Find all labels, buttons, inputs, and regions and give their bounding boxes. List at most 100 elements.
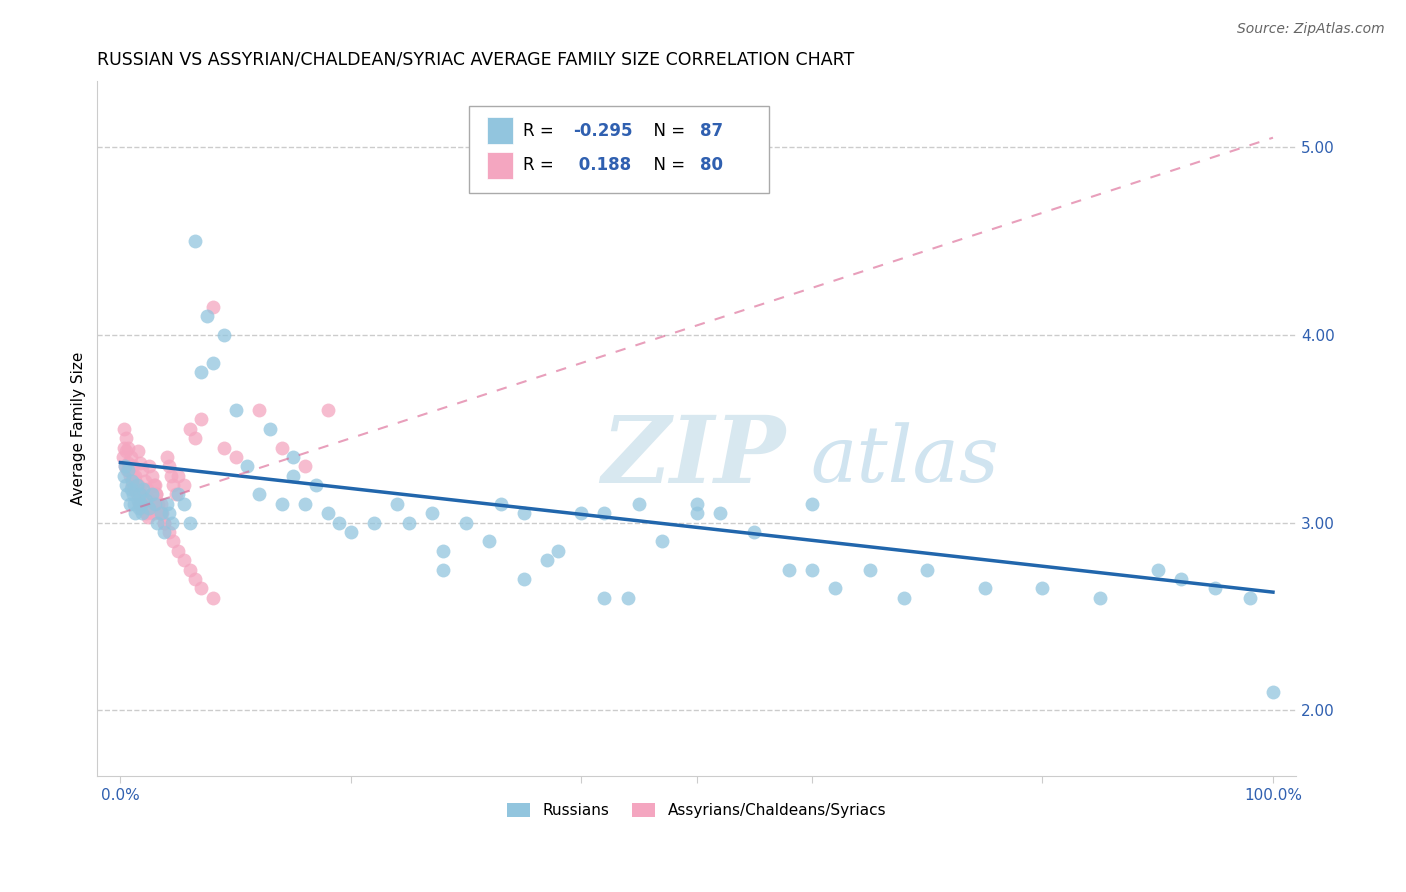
Point bbox=[651, 534, 673, 549]
Point bbox=[340, 524, 363, 539]
Point bbox=[247, 487, 270, 501]
Point bbox=[456, 516, 478, 530]
Point bbox=[129, 487, 152, 501]
Point bbox=[135, 497, 157, 511]
Point bbox=[141, 468, 163, 483]
Point bbox=[259, 422, 281, 436]
Point bbox=[616, 591, 638, 605]
Point bbox=[179, 516, 201, 530]
Point bbox=[122, 497, 145, 511]
Point bbox=[398, 516, 420, 530]
Point bbox=[1261, 684, 1284, 698]
Point bbox=[142, 506, 165, 520]
Point bbox=[973, 582, 995, 596]
Point bbox=[270, 441, 292, 455]
Point bbox=[118, 497, 141, 511]
Point bbox=[571, 506, 593, 520]
Point bbox=[117, 463, 139, 477]
Point bbox=[173, 553, 195, 567]
FancyBboxPatch shape bbox=[486, 153, 513, 178]
Point bbox=[173, 497, 195, 511]
Point bbox=[294, 459, 316, 474]
Point bbox=[141, 487, 163, 501]
Point bbox=[142, 478, 165, 492]
Point bbox=[167, 544, 190, 558]
Point bbox=[153, 524, 176, 539]
Point bbox=[135, 482, 157, 496]
Point bbox=[628, 497, 651, 511]
Point bbox=[121, 478, 143, 492]
Point bbox=[153, 516, 176, 530]
Point bbox=[686, 506, 709, 520]
Point bbox=[778, 563, 800, 577]
Point bbox=[112, 468, 135, 483]
Point bbox=[122, 482, 145, 496]
Text: N =: N = bbox=[643, 156, 690, 175]
Point bbox=[1031, 582, 1053, 596]
Point bbox=[142, 497, 165, 511]
Point bbox=[162, 534, 184, 549]
Point bbox=[145, 487, 167, 501]
Point bbox=[117, 456, 139, 470]
Point bbox=[195, 309, 218, 323]
Point bbox=[742, 524, 765, 539]
Point bbox=[115, 478, 138, 492]
Point bbox=[112, 441, 135, 455]
Point bbox=[135, 493, 157, 508]
Point bbox=[120, 450, 142, 464]
Point bbox=[150, 506, 173, 520]
Point bbox=[305, 478, 328, 492]
Point bbox=[547, 544, 569, 558]
Point bbox=[124, 468, 146, 483]
Point bbox=[128, 497, 150, 511]
Point bbox=[1239, 591, 1261, 605]
Text: 80: 80 bbox=[700, 156, 723, 175]
Point bbox=[112, 422, 135, 436]
Point bbox=[593, 506, 616, 520]
Point bbox=[131, 506, 153, 520]
Point bbox=[363, 516, 385, 530]
Text: R =: R = bbox=[523, 156, 558, 175]
Point bbox=[134, 475, 156, 489]
Point bbox=[129, 456, 152, 470]
Point bbox=[1204, 582, 1226, 596]
Point bbox=[138, 500, 160, 515]
Point bbox=[212, 327, 235, 342]
Point bbox=[800, 563, 823, 577]
Point bbox=[148, 500, 170, 515]
Point bbox=[127, 478, 149, 492]
Point bbox=[143, 497, 166, 511]
Point bbox=[122, 487, 145, 501]
Point bbox=[858, 563, 880, 577]
Point bbox=[173, 478, 195, 492]
Point bbox=[146, 516, 169, 530]
Point bbox=[155, 497, 177, 511]
Point bbox=[125, 478, 148, 492]
Point bbox=[824, 582, 846, 596]
Point bbox=[127, 493, 149, 508]
Point bbox=[190, 582, 212, 596]
Point bbox=[179, 563, 201, 577]
Point bbox=[1088, 591, 1111, 605]
FancyBboxPatch shape bbox=[486, 118, 513, 144]
Point bbox=[536, 553, 558, 567]
Point bbox=[385, 497, 408, 511]
Point bbox=[138, 459, 160, 474]
Point bbox=[131, 493, 153, 508]
Point bbox=[122, 468, 145, 483]
Point bbox=[121, 475, 143, 489]
Text: -0.295: -0.295 bbox=[574, 121, 633, 140]
Point bbox=[139, 500, 162, 515]
Point bbox=[149, 506, 172, 520]
Point bbox=[201, 356, 224, 370]
Point bbox=[1170, 572, 1192, 586]
Point bbox=[201, 300, 224, 314]
Point bbox=[270, 497, 292, 511]
Text: 87: 87 bbox=[700, 121, 724, 140]
Point bbox=[128, 500, 150, 515]
Point bbox=[149, 497, 172, 511]
Point bbox=[165, 487, 187, 501]
Point bbox=[184, 572, 207, 586]
Point bbox=[135, 506, 157, 520]
Point bbox=[120, 482, 142, 496]
